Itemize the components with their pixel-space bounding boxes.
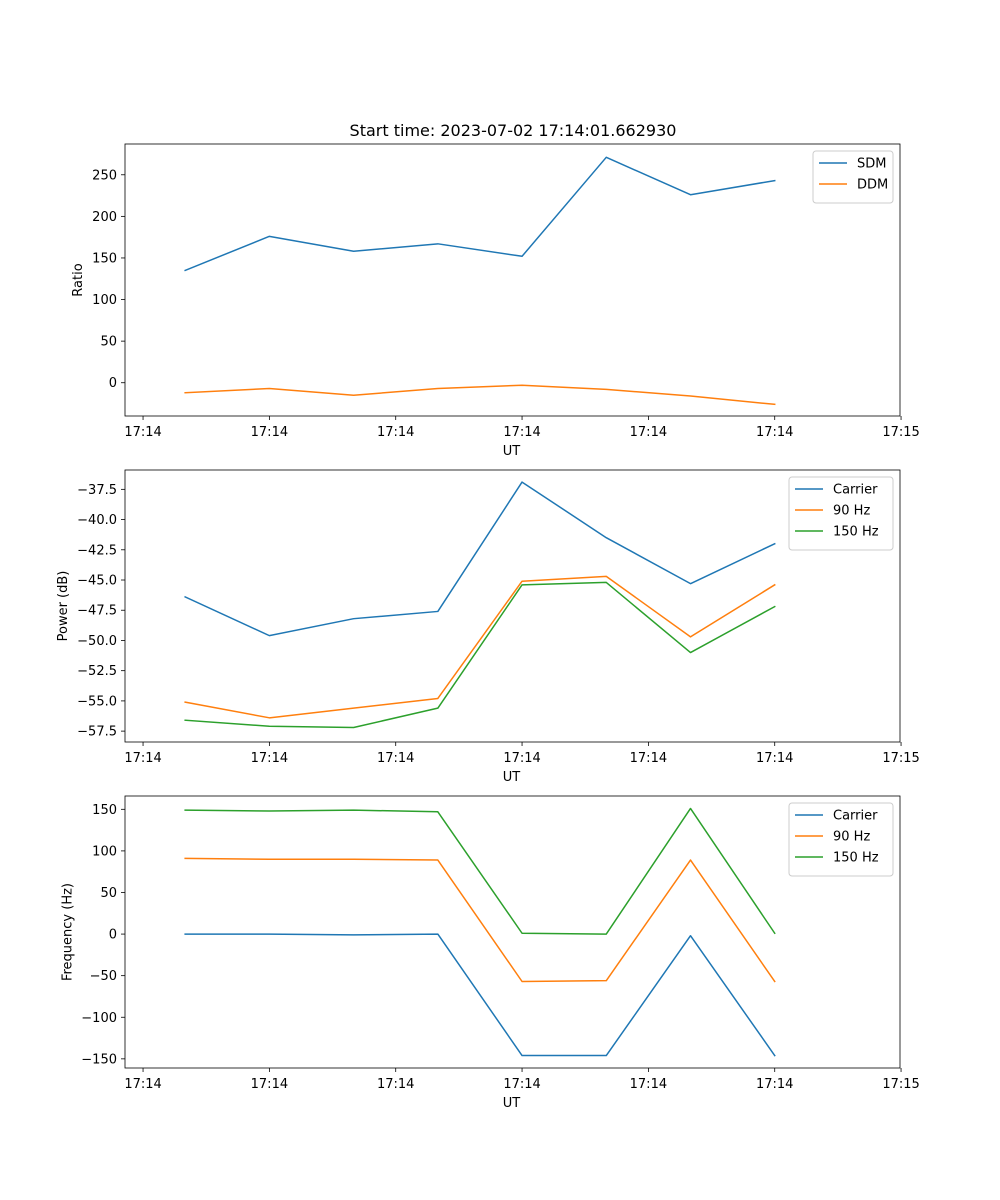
x-tick-label: 17:14 [251,1077,288,1092]
series-line-150-hz [184,807,776,935]
y-tick-label: −42.5 [77,543,117,558]
y-tick-label: −50 [90,969,117,984]
legend-box [812,150,894,204]
series-lines [184,807,776,1057]
axes-frame [124,143,901,417]
axes-frame [124,795,901,1069]
legend-label: Carrier [833,483,878,498]
series-lines [184,156,776,406]
series-line-carrier [184,933,776,1057]
x-tick-label: 17:14 [756,1077,793,1092]
x-tick-label: 17:14 [251,751,288,766]
legend: Carrier 90 Hz 150 Hz [788,802,894,877]
y-tick-label: −55.0 [77,694,117,709]
x-tick-label: 17:14 [756,751,793,766]
y-tick-label: −150 [81,1052,117,1067]
legend: SDM DDM [812,150,894,204]
x-tick-label: 17:14 [124,425,161,440]
x-tick-label: 17:15 [882,425,919,440]
y-axis-label: Frequency (Hz) [60,883,75,981]
x-tick-label: 17:15 [882,1077,919,1092]
panel-1: 17:14 17:14 17:14 17:14 17:14 17:14 17:15 0 50 10… [71,143,920,459]
legend: Carrier 90 Hz 150 Hz [788,476,894,551]
series-line-90-hz [184,575,776,719]
x-tick-label: 17:14 [124,751,161,766]
y-tick-label: −100 [81,1011,117,1026]
y-tick-label: 100 [92,293,117,308]
x-tick-label: 17:14 [756,425,793,440]
series-line-sdm [184,156,776,272]
y-tick-label: −47.5 [77,604,117,619]
panels: 17:14 17:14 17:14 17:14 17:14 17:14 17:15 0 50 10… [56,143,920,1111]
x-tick-label: 17:14 [630,1077,667,1092]
legend-label: DDM [857,178,888,193]
series-line-150-hz [184,581,776,729]
x-tick-label: 17:14 [124,1077,161,1092]
x-tick-label: 17:14 [377,751,414,766]
y-tick-label: 50 [100,335,117,350]
y-tick-label: 150 [92,251,117,266]
legend-label: 90 Hz [833,504,870,519]
y-tick-label: 250 [92,168,117,183]
legend-label: 90 Hz [833,830,870,845]
x-tick-label: 17:14 [377,1077,414,1092]
x-tick-label: 17:14 [630,425,667,440]
figure-title: Start time: 2023-07-02 17:14:01.662930 [350,121,677,140]
y-tick-label: −50.0 [77,634,117,649]
series-lines [184,481,776,729]
legend-label: Carrier [833,809,878,824]
y-tick-label: −37.5 [77,483,117,498]
x-tick-label: 17:14 [503,1077,540,1092]
y-tick-label: −45.0 [77,574,117,589]
y-tick-label: −57.5 [77,725,117,740]
legend-label: 150 Hz [833,851,879,866]
y-tick-label: 200 [92,210,117,225]
y-axis-label: Power (dB) [56,571,71,642]
y-tick-label: −52.5 [77,664,117,679]
y-tick-label: −40.0 [77,513,117,528]
series-line-90-hz [184,857,776,983]
x-axis-label: UT [503,444,521,459]
y-tick-label: 0 [109,376,117,391]
y-tick-label: 150 [92,803,117,818]
x-axis-label: UT [503,1096,521,1111]
x-tick-label: 17:14 [377,425,414,440]
y-tick-label: 0 [109,928,117,943]
series-line-carrier [184,481,776,637]
x-tick-label: 17:14 [503,425,540,440]
y-axis-label: Ratio [71,263,86,296]
legend-label: 150 Hz [833,525,879,540]
axes-frame [124,469,901,743]
legend-label: SDM [857,157,886,172]
x-axis-label: UT [503,770,521,785]
y-tick-label: 50 [100,886,117,901]
x-tick-label: 17:15 [882,751,919,766]
panel-3: 17:14 17:14 17:14 17:14 17:14 17:14 17:15 150 10… [60,795,920,1111]
y-tick-label: 100 [92,844,117,859]
x-tick-label: 17:14 [630,751,667,766]
x-tick-label: 17:14 [251,425,288,440]
series-line-ddm [184,384,776,406]
x-tick-label: 17:14 [503,751,540,766]
panel-2: 17:14 17:14 17:14 17:14 17:14 17:14 17:15 −37.5… [56,469,920,785]
